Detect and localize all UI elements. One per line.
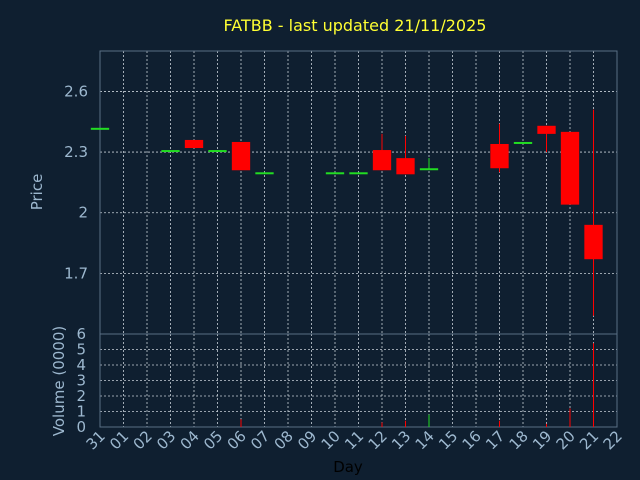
x-tick-label: 20 [553, 427, 579, 453]
x-tick-label: 14 [412, 427, 438, 453]
candle-body [90, 127, 110, 130]
candle-body [537, 125, 556, 134]
price-tick-label: 1.7 [64, 264, 88, 282]
candle-body [490, 143, 509, 169]
candle-body [184, 139, 204, 149]
x-tick-labels: 3101020304050607080910111213141516171819… [83, 427, 626, 453]
candle-body [349, 172, 368, 175]
x-tick-label: 01 [106, 427, 132, 453]
x-tick-label: 11 [341, 427, 367, 453]
x-tick-label: 06 [224, 427, 250, 453]
candle-body [372, 150, 392, 171]
candle-body [419, 168, 439, 171]
x-tick-label: 08 [271, 427, 297, 453]
candle-body [513, 141, 533, 144]
x-tick-label: 22 [600, 427, 626, 453]
x-tick-label: 03 [153, 427, 179, 453]
price-tick-label: 2.6 [64, 82, 88, 100]
x-tick-label: 18 [506, 427, 532, 453]
volume-panel-frame [99, 333, 618, 428]
price-tick-label: 2.3 [64, 143, 88, 161]
x-tick-label: 02 [130, 427, 156, 453]
volume-tick-label: 2 [76, 387, 86, 405]
volume-tick-label: 5 [76, 341, 86, 359]
x-tick-label: 17 [482, 427, 508, 453]
volume-tick-label: 6 [76, 325, 86, 343]
x-tick-label: 31 [83, 427, 109, 453]
volume-tick-label: 0 [76, 418, 86, 436]
price-axis-label: Price [28, 174, 46, 211]
x-tick-label: 19 [529, 427, 555, 453]
volume-tick-label: 1 [76, 403, 86, 421]
candle-body [161, 150, 180, 153]
x-tick-label: 05 [200, 427, 226, 453]
x-axis-label: Day [333, 458, 363, 476]
x-tick-label: 12 [365, 427, 391, 453]
candle-body [560, 131, 580, 205]
candle-body [325, 172, 345, 175]
x-tick-label: 10 [318, 427, 344, 453]
candle-body [584, 224, 603, 260]
x-tick-label: 07 [247, 427, 273, 453]
x-tick-label: 21 [576, 427, 602, 453]
volume-axis-label: Volume (0000) [50, 326, 68, 436]
price-tick-label: 2 [78, 204, 88, 222]
x-tick-label: 15 [435, 427, 461, 453]
x-tick-label: 04 [177, 427, 203, 453]
candle-body [208, 150, 227, 153]
price-panel: 1.7 2 2.3 2.6 [64, 50, 618, 335]
x-tick-label: 13 [388, 427, 414, 453]
volume-tick-label: 4 [76, 356, 86, 374]
candle-body [231, 141, 251, 171]
x-tick-label: 09 [294, 427, 320, 453]
candle-body [396, 158, 415, 175]
volume-tick-label: 3 [76, 372, 86, 390]
candle-body [255, 172, 274, 175]
chart-title: FATBB - last updated 21/11/2025 [224, 16, 487, 35]
x-tick-label: 16 [459, 427, 485, 453]
